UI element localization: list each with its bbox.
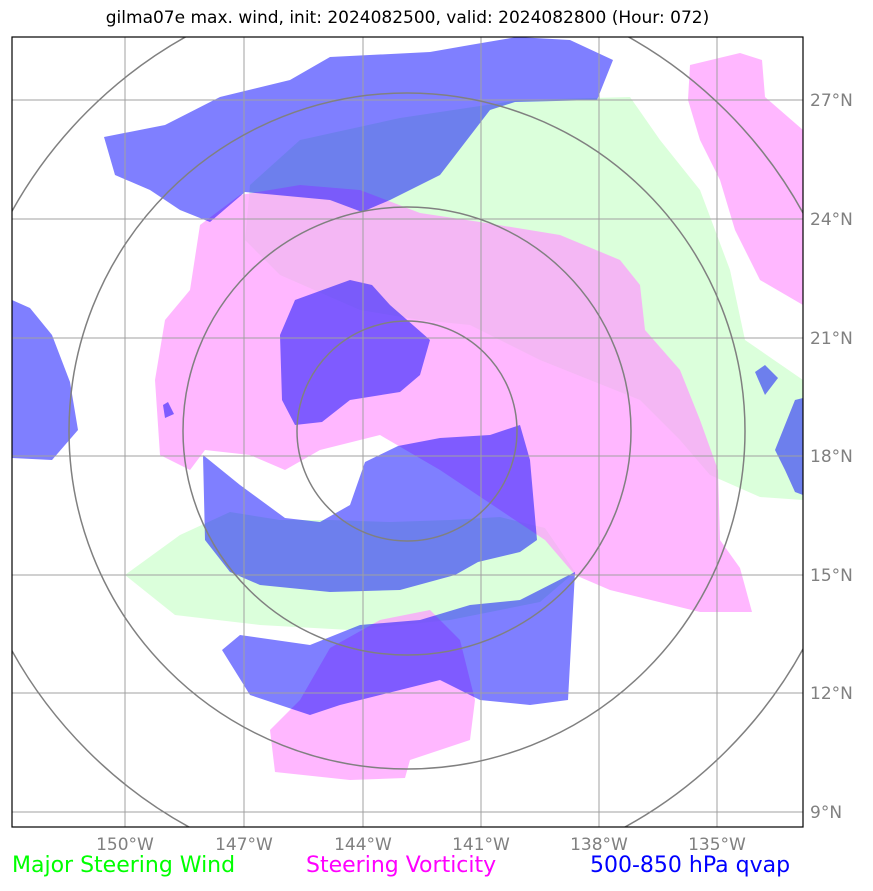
qvap-region — [222, 572, 575, 715]
longitude-labels: 150°W 147°W 144°W 141°W 138°W 135°W — [96, 835, 746, 855]
lat-label: 9°N — [810, 803, 842, 823]
lat-label: 18°N — [810, 447, 853, 467]
graticule — [12, 37, 803, 827]
lon-label: 141°W — [452, 835, 510, 855]
qvap-layer — [12, 37, 803, 715]
qvap-region — [203, 425, 537, 592]
map-title: gilma07e max. wind, init: 2024082500, va… — [105, 8, 710, 28]
qvap-region — [755, 365, 778, 395]
qvap-region — [775, 398, 803, 495]
lon-label: 135°W — [688, 835, 746, 855]
qvap-region — [163, 402, 174, 418]
qvap-region — [104, 37, 613, 222]
legend-steering-wind: Major Steering Wind — [12, 853, 236, 878]
lat-label: 15°N — [810, 566, 853, 586]
range-ring — [182, 206, 632, 656]
latitude-labels: 27°N 24°N 21°N 18°N 15°N 12°N 9°N — [810, 91, 853, 823]
qvap-region — [280, 280, 430, 425]
lon-label: 150°W — [96, 835, 154, 855]
lat-label: 21°N — [810, 329, 853, 349]
map-plot-area — [12, 37, 803, 827]
qvap-region — [12, 300, 78, 460]
lat-label: 24°N — [810, 210, 853, 230]
lat-label: 27°N — [810, 91, 853, 111]
plot-frame — [11, 36, 804, 828]
legend-qvap: 500-850 hPa qvap — [590, 853, 791, 878]
range-rings — [12, 37, 803, 827]
range-ring — [296, 320, 518, 542]
lon-label: 147°W — [215, 835, 273, 855]
lat-label: 12°N — [810, 684, 853, 704]
legend-steering-vorticity: Steering Vorticity — [306, 853, 497, 878]
lon-label: 138°W — [570, 835, 628, 855]
steering-vorticity-region — [155, 185, 752, 612]
lon-label: 144°W — [334, 835, 392, 855]
range-ring — [68, 92, 746, 770]
